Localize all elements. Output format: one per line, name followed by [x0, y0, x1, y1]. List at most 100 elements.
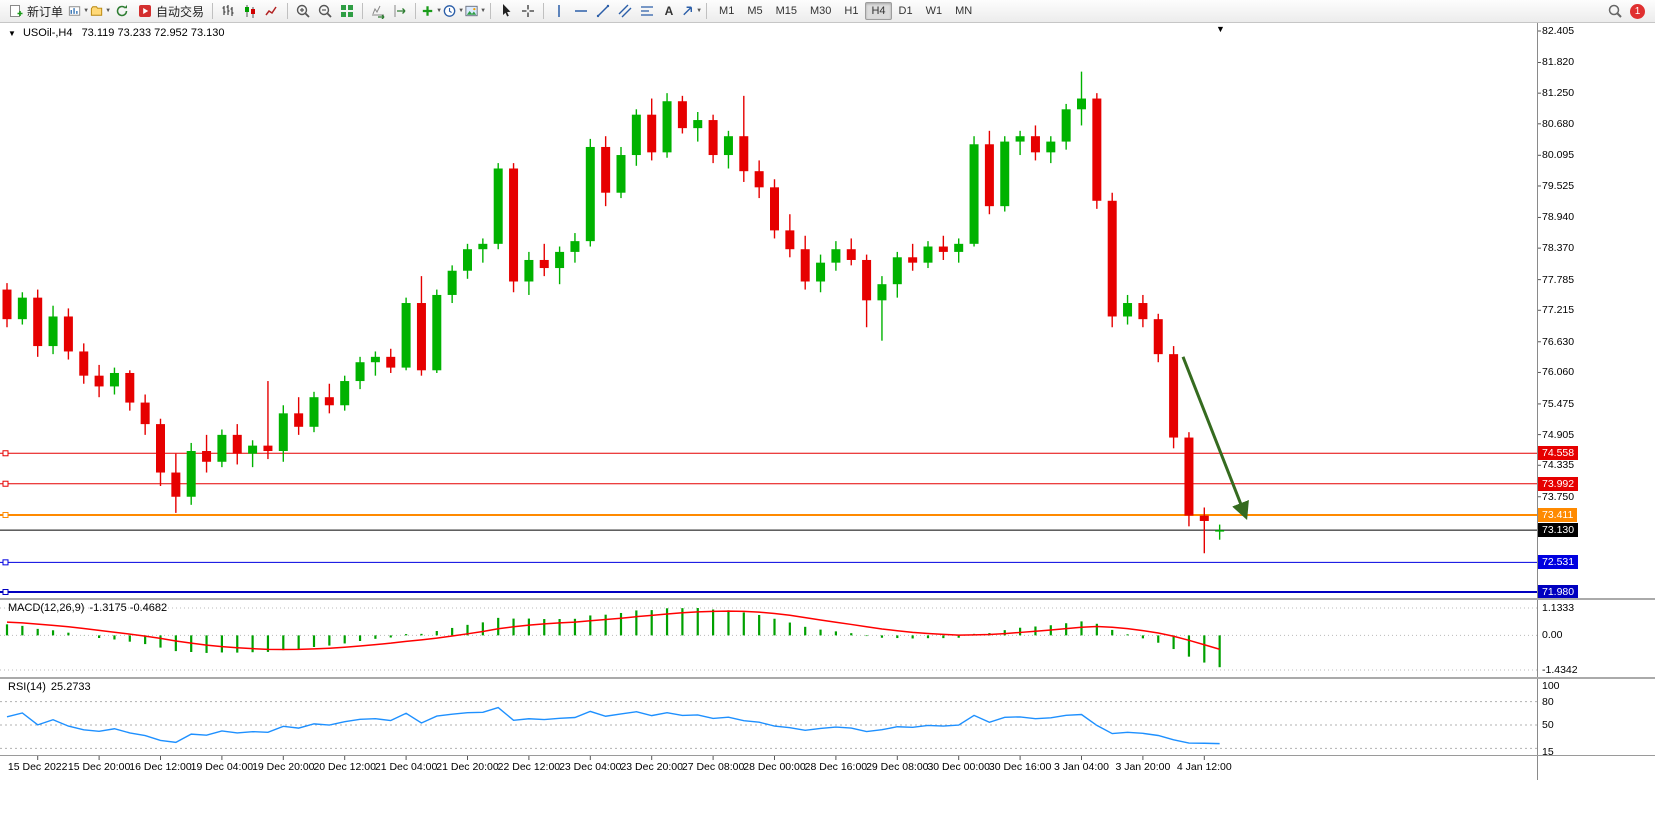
- timeframe-button-M1[interactable]: M1: [719, 5, 735, 17]
- templates-button[interactable]: ▼: [464, 1, 486, 21]
- fibonacci-button[interactable]: [636, 1, 658, 21]
- time-axis-label: 30 Dec 00:00: [927, 761, 990, 773]
- timeframe-button-M15[interactable]: M15: [775, 5, 797, 17]
- indicators-button[interactable]: ▼: [420, 1, 442, 21]
- timeframe-button-MN[interactable]: MN: [955, 5, 973, 17]
- text-icon: A: [665, 4, 674, 18]
- periods-button[interactable]: ▼: [442, 1, 464, 21]
- dropdown-caret-icon: ▼: [105, 8, 112, 14]
- chart-symbol-dropdown-icon[interactable]: ▼: [8, 29, 16, 38]
- cursor-button[interactable]: [495, 1, 517, 21]
- new-order-button[interactable]: 新订单: [4, 2, 67, 21]
- timeframe-button-W1[interactable]: W1: [925, 5, 943, 17]
- timeframe-button-M5[interactable]: M5: [747, 5, 763, 17]
- candle-body: [309, 397, 319, 427]
- horizontal-line-button[interactable]: [570, 1, 592, 21]
- arrows-button[interactable]: ▼: [680, 1, 702, 21]
- macd-splitter[interactable]: [0, 598, 1655, 600]
- tile-windows-button[interactable]: [336, 1, 358, 21]
- candle-body: [1000, 141, 1010, 207]
- line-handle[interactable]: [2, 589, 9, 595]
- new-chart-icon: [68, 6, 81, 16]
- template-icon: [465, 5, 478, 17]
- candle-body: [1077, 98, 1086, 110]
- rsi-label: RSI(14) 25.2733: [8, 681, 96, 693]
- tile-windows-icon: [341, 5, 354, 17]
- chart-shift-button[interactable]: [389, 1, 411, 21]
- notification-badge[interactable]: 1: [1630, 3, 1645, 19]
- zoom-in-button[interactable]: [292, 1, 314, 21]
- auto-trading-button[interactable]: 自动交易: [133, 2, 208, 21]
- candle-body: [2, 289, 12, 320]
- rsi-axis-label: 50: [1542, 719, 1554, 731]
- candle-body: [862, 259, 872, 301]
- price-badge-73.130: 73.130: [1538, 523, 1579, 538]
- vertical-line-button[interactable]: [548, 1, 570, 21]
- candlestick-button[interactable]: [239, 1, 261, 21]
- rsi-splitter[interactable]: [0, 677, 1655, 679]
- candle-body: [846, 249, 856, 260]
- price-tick-label: 81.820: [1542, 56, 1575, 69]
- timeframe-group: M1 M5 M15 M30 H1 H4 D1 W1 MN: [713, 2, 978, 20]
- candle-body: [708, 120, 718, 156]
- timeframe-button-M30[interactable]: M30: [810, 5, 832, 17]
- price-tick-label: 74.905: [1542, 428, 1575, 441]
- candle-body: [1184, 437, 1194, 516]
- timeframe-button-H1[interactable]: H1: [844, 5, 859, 17]
- time-axis-label: 3 Jan 20:00: [1115, 761, 1171, 773]
- candle-body: [1199, 515, 1209, 521]
- timeframe-button-H4[interactable]: H4: [865, 2, 892, 20]
- timeframe-button-D1[interactable]: D1: [898, 5, 913, 17]
- candle-body: [478, 243, 488, 250]
- candle-body: [33, 297, 43, 347]
- candle-body: [156, 424, 165, 473]
- candle-body: [125, 372, 135, 403]
- time-axis-label: 15 Dec 20:00: [67, 761, 131, 773]
- crosshair-icon: [522, 5, 535, 17]
- auto-scroll-button[interactable]: [367, 1, 389, 21]
- candle-body: [1169, 354, 1179, 438]
- time-axis-label: 30 Dec 16:00: [988, 761, 1052, 773]
- profiles-button[interactable]: ▼: [89, 1, 111, 21]
- candle-body: [17, 297, 27, 320]
- toolbar-separator: [212, 3, 214, 19]
- line-handle[interactable]: [2, 511, 9, 518]
- trendline-button[interactable]: [592, 1, 614, 21]
- candle-body: [969, 144, 979, 244]
- candle-body: [984, 144, 994, 207]
- cursor-icon: [503, 4, 511, 17]
- line-handle[interactable]: [2, 450, 9, 457]
- candle-body: [662, 101, 672, 153]
- candle-body: [171, 472, 181, 497]
- candle-body: [355, 362, 365, 382]
- new-chart-button[interactable]: ▼: [67, 1, 89, 21]
- text-button[interactable]: A: [658, 1, 680, 21]
- channel-button[interactable]: [614, 1, 636, 21]
- bar-chart-button[interactable]: [217, 1, 239, 21]
- macd-axis-label: 1.1333: [1542, 602, 1575, 614]
- candle-body: [324, 397, 334, 406]
- refresh-button[interactable]: [111, 1, 133, 21]
- crosshair-button[interactable]: [517, 1, 539, 21]
- candle-body: [693, 120, 703, 129]
- channel-icon: [618, 4, 632, 18]
- price-badge-71.980: 71.980: [1538, 585, 1579, 599]
- price-tick-label: 78.370: [1542, 242, 1575, 255]
- rsi-value: 25.2733: [50, 681, 91, 693]
- candle-body: [616, 155, 626, 193]
- macd-name: MACD(12,26,9): [8, 602, 85, 614]
- search-button[interactable]: [1604, 1, 1626, 21]
- price-tick-label: 77.785: [1542, 273, 1575, 286]
- line-handle[interactable]: [2, 559, 9, 566]
- trend-arrow[interactable]: [1181, 356, 1249, 520]
- line-handle[interactable]: [2, 480, 9, 487]
- zoom-out-button[interactable]: [314, 1, 336, 21]
- candle-body: [1061, 109, 1071, 142]
- candle-body: [770, 187, 779, 231]
- rsi-axis-label: 80: [1542, 695, 1554, 708]
- chart-shift-marker[interactable]: ▼: [1216, 24, 1225, 34]
- time-axis-label: 23 Dec 20:00: [620, 761, 683, 773]
- line-chart-button[interactable]: [261, 1, 283, 21]
- macd-signal-line: [6, 610, 1220, 651]
- toolbar-separator: [706, 3, 708, 19]
